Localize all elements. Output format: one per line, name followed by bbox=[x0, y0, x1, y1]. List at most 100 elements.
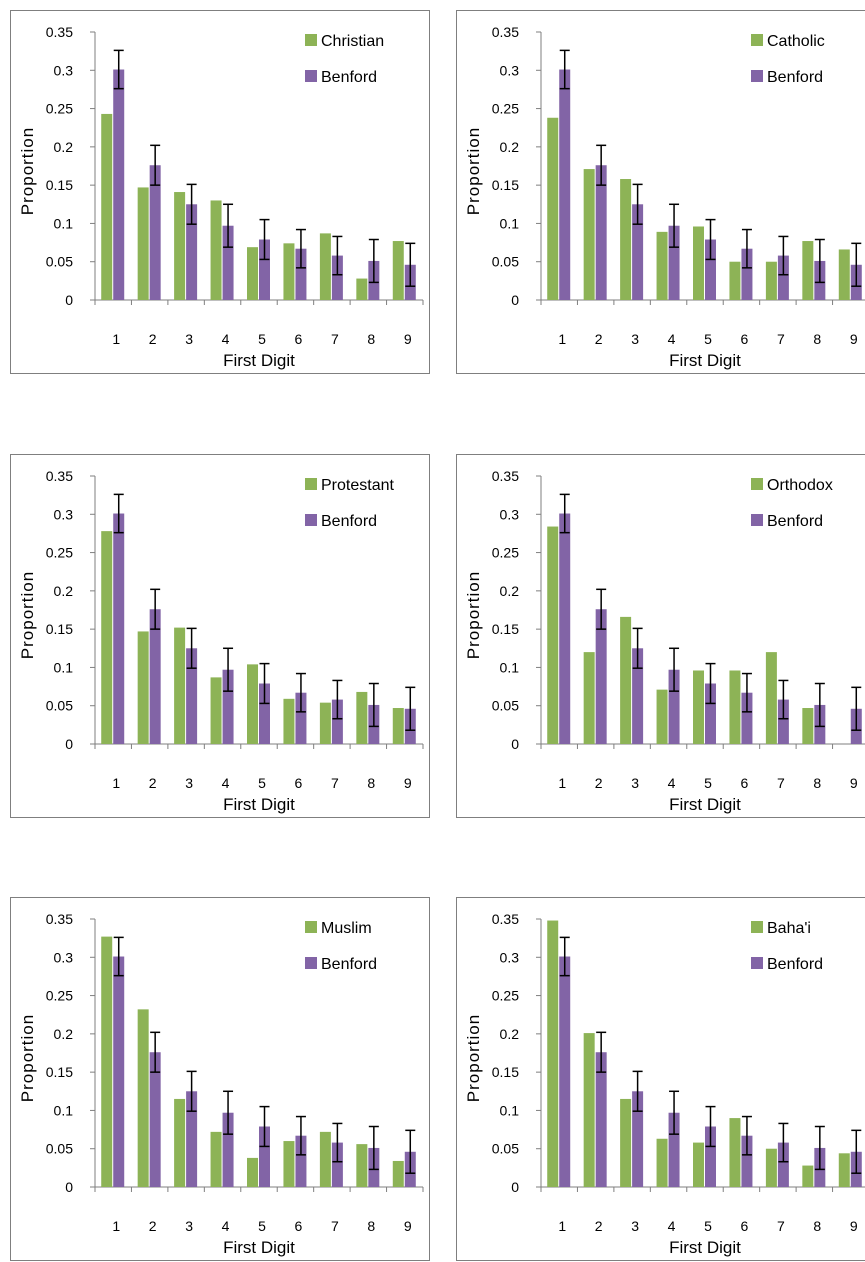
y-axis-title: Proportion bbox=[464, 571, 483, 659]
legend-label: Catholic bbox=[767, 33, 825, 50]
x-tick-label: 1 bbox=[558, 331, 566, 347]
y-tick-label: 0.05 bbox=[492, 1141, 519, 1157]
x-tick-label: 3 bbox=[185, 1218, 193, 1234]
bar-catholic bbox=[583, 169, 595, 300]
bar-benford bbox=[186, 648, 198, 744]
x-tick-label: 3 bbox=[631, 331, 639, 347]
x-tick-label: 8 bbox=[367, 775, 375, 791]
y-tick-label: 0.1 bbox=[54, 659, 74, 675]
bar-benford bbox=[113, 69, 125, 300]
bar-catholic bbox=[838, 249, 850, 300]
bar-benford bbox=[331, 255, 343, 300]
bar-bahai bbox=[838, 1153, 850, 1187]
legend-label: Benford bbox=[767, 69, 823, 86]
bar-bahai bbox=[547, 920, 559, 1187]
x-tick-label: 2 bbox=[595, 331, 603, 347]
y-tick-label: 0.2 bbox=[54, 583, 74, 599]
bar-benford bbox=[559, 69, 571, 300]
bar-benford bbox=[222, 669, 234, 744]
legend-label: Protestant bbox=[321, 477, 394, 494]
bar-benford bbox=[222, 1112, 234, 1187]
x-tick-label: 8 bbox=[813, 1218, 821, 1234]
legend-swatch-protestant bbox=[305, 478, 317, 490]
bar-catholic bbox=[729, 261, 741, 300]
bar-benford bbox=[705, 1126, 716, 1187]
bar-orthodox bbox=[620, 616, 632, 744]
bar-muslim bbox=[174, 1098, 186, 1187]
legend-label: Benford bbox=[321, 69, 377, 86]
bar-muslim bbox=[247, 1157, 258, 1187]
y-tick-label: 0.15 bbox=[46, 1064, 73, 1080]
x-axis-title: First Digit bbox=[223, 351, 295, 370]
x-tick-label: 3 bbox=[631, 1218, 639, 1234]
bar-orthodox bbox=[547, 526, 559, 744]
legend-swatch-catholic bbox=[751, 34, 763, 46]
y-tick-label: 0.15 bbox=[492, 621, 519, 637]
y-tick-label: 0.3 bbox=[500, 506, 520, 522]
x-tick-label: 3 bbox=[185, 331, 193, 347]
bar-benford bbox=[705, 683, 716, 744]
legend-label: Baha'i bbox=[767, 920, 811, 937]
x-tick-label: 7 bbox=[331, 331, 339, 347]
bar-benford bbox=[741, 1135, 753, 1187]
bar-bahai bbox=[583, 1033, 595, 1187]
x-tick-label: 6 bbox=[741, 331, 749, 347]
x-tick-label: 7 bbox=[777, 331, 785, 347]
bar-benford bbox=[149, 1052, 161, 1187]
x-tick-label: 8 bbox=[367, 1218, 375, 1234]
y-tick-label: 0.35 bbox=[46, 24, 73, 40]
bar-benford bbox=[149, 609, 161, 744]
bar-benford bbox=[741, 248, 753, 300]
y-tick-label: 0.25 bbox=[46, 545, 73, 561]
bar-benford bbox=[777, 255, 789, 300]
bar-benford bbox=[777, 1142, 789, 1187]
legend-label: Orthodox bbox=[767, 477, 833, 494]
bar-christian bbox=[137, 187, 149, 300]
legend-label: Muslim bbox=[321, 920, 372, 937]
x-tick-label: 4 bbox=[668, 331, 676, 347]
y-tick-label: 0.15 bbox=[492, 1064, 519, 1080]
y-tick-label: 0 bbox=[65, 736, 73, 752]
legend-label: Christian bbox=[321, 33, 384, 50]
x-tick-label: 9 bbox=[404, 1218, 412, 1234]
x-tick-label: 7 bbox=[777, 1218, 785, 1234]
legend-label: Benford bbox=[767, 513, 823, 530]
legend-swatch-benford bbox=[751, 514, 763, 526]
chart-panel-catholic: 0 0.05 0.1 0.15 0.2 0.25 0.3 0.35 1 2 3 4 5 6 7 8 9 First… bbox=[456, 10, 865, 374]
y-tick-label: 0 bbox=[65, 1179, 73, 1195]
bar-christian bbox=[174, 192, 186, 300]
bar-bahai bbox=[693, 1142, 704, 1187]
bar-benford bbox=[668, 669, 680, 744]
chart-panel-muslim: 0 0.05 0.1 0.15 0.2 0.25 0.3 0.35 1 2 3 4 5 6 7 8 9 First… bbox=[10, 897, 430, 1261]
bar-benford bbox=[559, 513, 571, 744]
y-tick-label: 0.1 bbox=[500, 215, 520, 231]
bar-catholic bbox=[656, 231, 668, 300]
bar-muslim bbox=[319, 1131, 331, 1187]
bar-orthodox bbox=[765, 652, 777, 744]
bar-benford bbox=[632, 204, 644, 300]
y-tick-label: 0.35 bbox=[492, 24, 519, 40]
bar-benford bbox=[186, 204, 198, 300]
bar-muslim bbox=[210, 1131, 222, 1187]
bar-catholic bbox=[765, 261, 777, 300]
bar-benford bbox=[595, 1052, 607, 1187]
bar-benford bbox=[331, 1142, 343, 1187]
legend-swatch-christian bbox=[305, 34, 317, 46]
bar-catholic bbox=[802, 241, 814, 300]
bar-benford bbox=[295, 692, 307, 744]
bar-catholic bbox=[693, 226, 704, 300]
y-tick-label: 0.2 bbox=[54, 1026, 74, 1042]
bar-benford bbox=[668, 225, 680, 300]
x-tick-label: 4 bbox=[668, 1218, 676, 1234]
bar-christian bbox=[283, 243, 295, 300]
x-tick-label: 6 bbox=[741, 775, 749, 791]
y-tick-label: 0.2 bbox=[500, 139, 520, 155]
bar-protestant bbox=[283, 698, 295, 744]
bar-benford bbox=[331, 699, 343, 744]
x-tick-label: 1 bbox=[112, 775, 120, 791]
y-tick-label: 0 bbox=[511, 292, 519, 308]
bar-catholic bbox=[547, 117, 559, 300]
bar-protestant bbox=[101, 531, 113, 744]
bar-christian bbox=[247, 247, 258, 300]
bar-muslim bbox=[392, 1160, 404, 1187]
